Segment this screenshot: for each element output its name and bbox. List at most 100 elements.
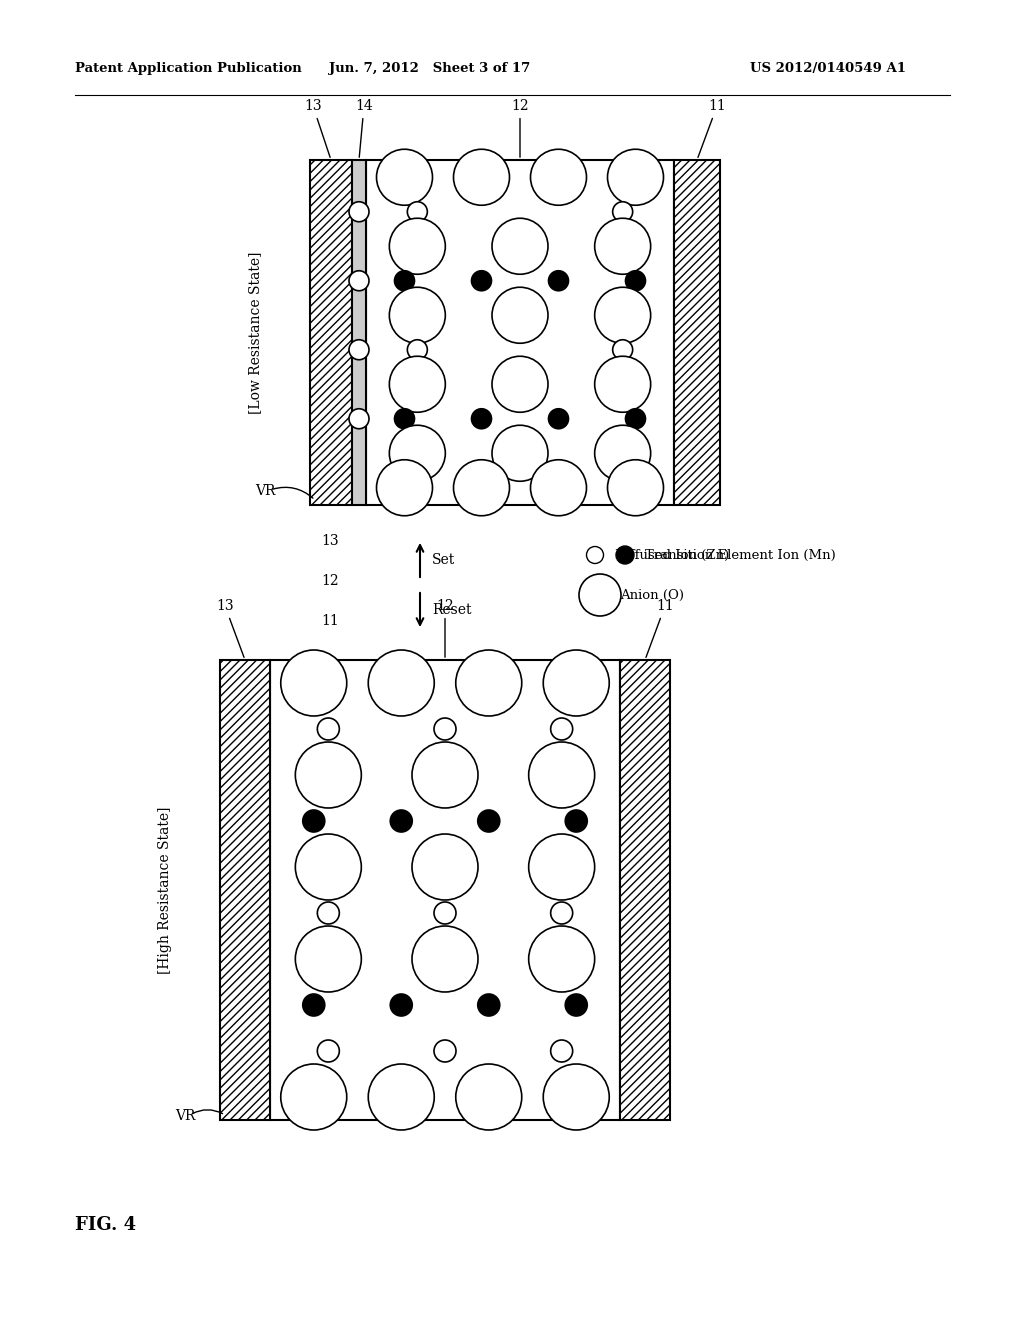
Circle shape	[528, 834, 595, 900]
Text: 12: 12	[436, 599, 454, 657]
Circle shape	[595, 356, 650, 412]
Text: Jun. 7, 2012   Sheet 3 of 17: Jun. 7, 2012 Sheet 3 of 17	[330, 62, 530, 75]
Circle shape	[565, 810, 587, 832]
Bar	[366, 160, 674, 506]
Circle shape	[595, 425, 650, 482]
Circle shape	[528, 742, 595, 808]
Bar	[310, 160, 352, 506]
Text: [High Resistance State]: [High Resistance State]	[158, 807, 172, 974]
Circle shape	[626, 409, 645, 429]
Circle shape	[408, 202, 427, 222]
Circle shape	[434, 902, 456, 924]
Text: 11: 11	[646, 599, 674, 657]
Circle shape	[626, 271, 645, 290]
Text: 13: 13	[304, 99, 330, 157]
Circle shape	[471, 409, 492, 429]
Circle shape	[389, 288, 445, 343]
Circle shape	[389, 218, 445, 275]
Circle shape	[369, 649, 434, 715]
Circle shape	[412, 834, 478, 900]
Text: Anion (O): Anion (O)	[620, 589, 684, 602]
Text: 13: 13	[322, 535, 339, 548]
Circle shape	[612, 202, 633, 222]
Circle shape	[530, 149, 587, 205]
Circle shape	[454, 459, 510, 516]
Circle shape	[549, 409, 568, 429]
Circle shape	[551, 902, 572, 924]
Text: 11: 11	[322, 614, 339, 628]
Circle shape	[295, 742, 361, 808]
Circle shape	[408, 339, 427, 360]
Circle shape	[303, 810, 325, 832]
Circle shape	[456, 649, 522, 715]
Circle shape	[565, 994, 587, 1016]
Circle shape	[412, 927, 478, 993]
Circle shape	[295, 834, 361, 900]
Circle shape	[595, 218, 650, 275]
Circle shape	[369, 1064, 434, 1130]
Circle shape	[595, 288, 650, 343]
Circle shape	[349, 202, 369, 222]
Circle shape	[317, 1040, 339, 1063]
Text: [Low Resistance State]: [Low Resistance State]	[248, 251, 262, 413]
Circle shape	[317, 902, 339, 924]
Circle shape	[579, 574, 621, 616]
Circle shape	[471, 271, 492, 290]
Circle shape	[349, 271, 369, 290]
Text: 11: 11	[698, 99, 726, 157]
Text: Diffused Ion (Zn): Diffused Ion (Zn)	[615, 549, 729, 561]
Circle shape	[607, 459, 664, 516]
Circle shape	[492, 425, 548, 482]
Bar	[674, 160, 720, 506]
Text: VR: VR	[255, 484, 275, 498]
Circle shape	[612, 339, 633, 360]
Circle shape	[492, 218, 548, 275]
Circle shape	[434, 718, 456, 741]
Text: US 2012/0140549 A1: US 2012/0140549 A1	[750, 62, 906, 75]
Circle shape	[281, 649, 347, 715]
Bar	[220, 660, 270, 1119]
Bar	[352, 160, 366, 506]
Circle shape	[478, 994, 500, 1016]
Circle shape	[456, 1064, 522, 1130]
Circle shape	[551, 718, 572, 741]
Circle shape	[303, 994, 325, 1016]
Circle shape	[295, 927, 361, 993]
Circle shape	[394, 409, 415, 429]
Text: 14: 14	[355, 99, 373, 157]
Circle shape	[434, 1040, 456, 1063]
Circle shape	[616, 546, 634, 564]
Circle shape	[587, 546, 603, 564]
Circle shape	[492, 356, 548, 412]
Text: Patent Application Publication: Patent Application Publication	[75, 62, 302, 75]
Circle shape	[544, 1064, 609, 1130]
Circle shape	[390, 994, 413, 1016]
Text: 12: 12	[322, 574, 339, 587]
Text: FIG. 4: FIG. 4	[75, 1216, 136, 1234]
Bar	[270, 660, 620, 1119]
Circle shape	[389, 425, 445, 482]
Text: Transition Element Ion (Mn): Transition Element Ion (Mn)	[645, 549, 836, 561]
Text: VR: VR	[175, 1109, 196, 1123]
Circle shape	[377, 459, 432, 516]
Circle shape	[389, 356, 445, 412]
Circle shape	[390, 810, 413, 832]
Text: 13: 13	[216, 599, 244, 657]
Text: Reset: Reset	[432, 603, 471, 616]
Circle shape	[551, 1040, 572, 1063]
Circle shape	[349, 339, 369, 360]
Text: 12: 12	[511, 99, 528, 157]
Circle shape	[394, 271, 415, 290]
Circle shape	[377, 149, 432, 205]
Circle shape	[412, 742, 478, 808]
Circle shape	[530, 459, 587, 516]
Circle shape	[549, 271, 568, 290]
Circle shape	[607, 149, 664, 205]
Text: Set: Set	[432, 553, 456, 568]
Circle shape	[317, 718, 339, 741]
Circle shape	[454, 149, 510, 205]
Circle shape	[492, 288, 548, 343]
Circle shape	[528, 927, 595, 993]
Circle shape	[281, 1064, 347, 1130]
Circle shape	[349, 409, 369, 429]
